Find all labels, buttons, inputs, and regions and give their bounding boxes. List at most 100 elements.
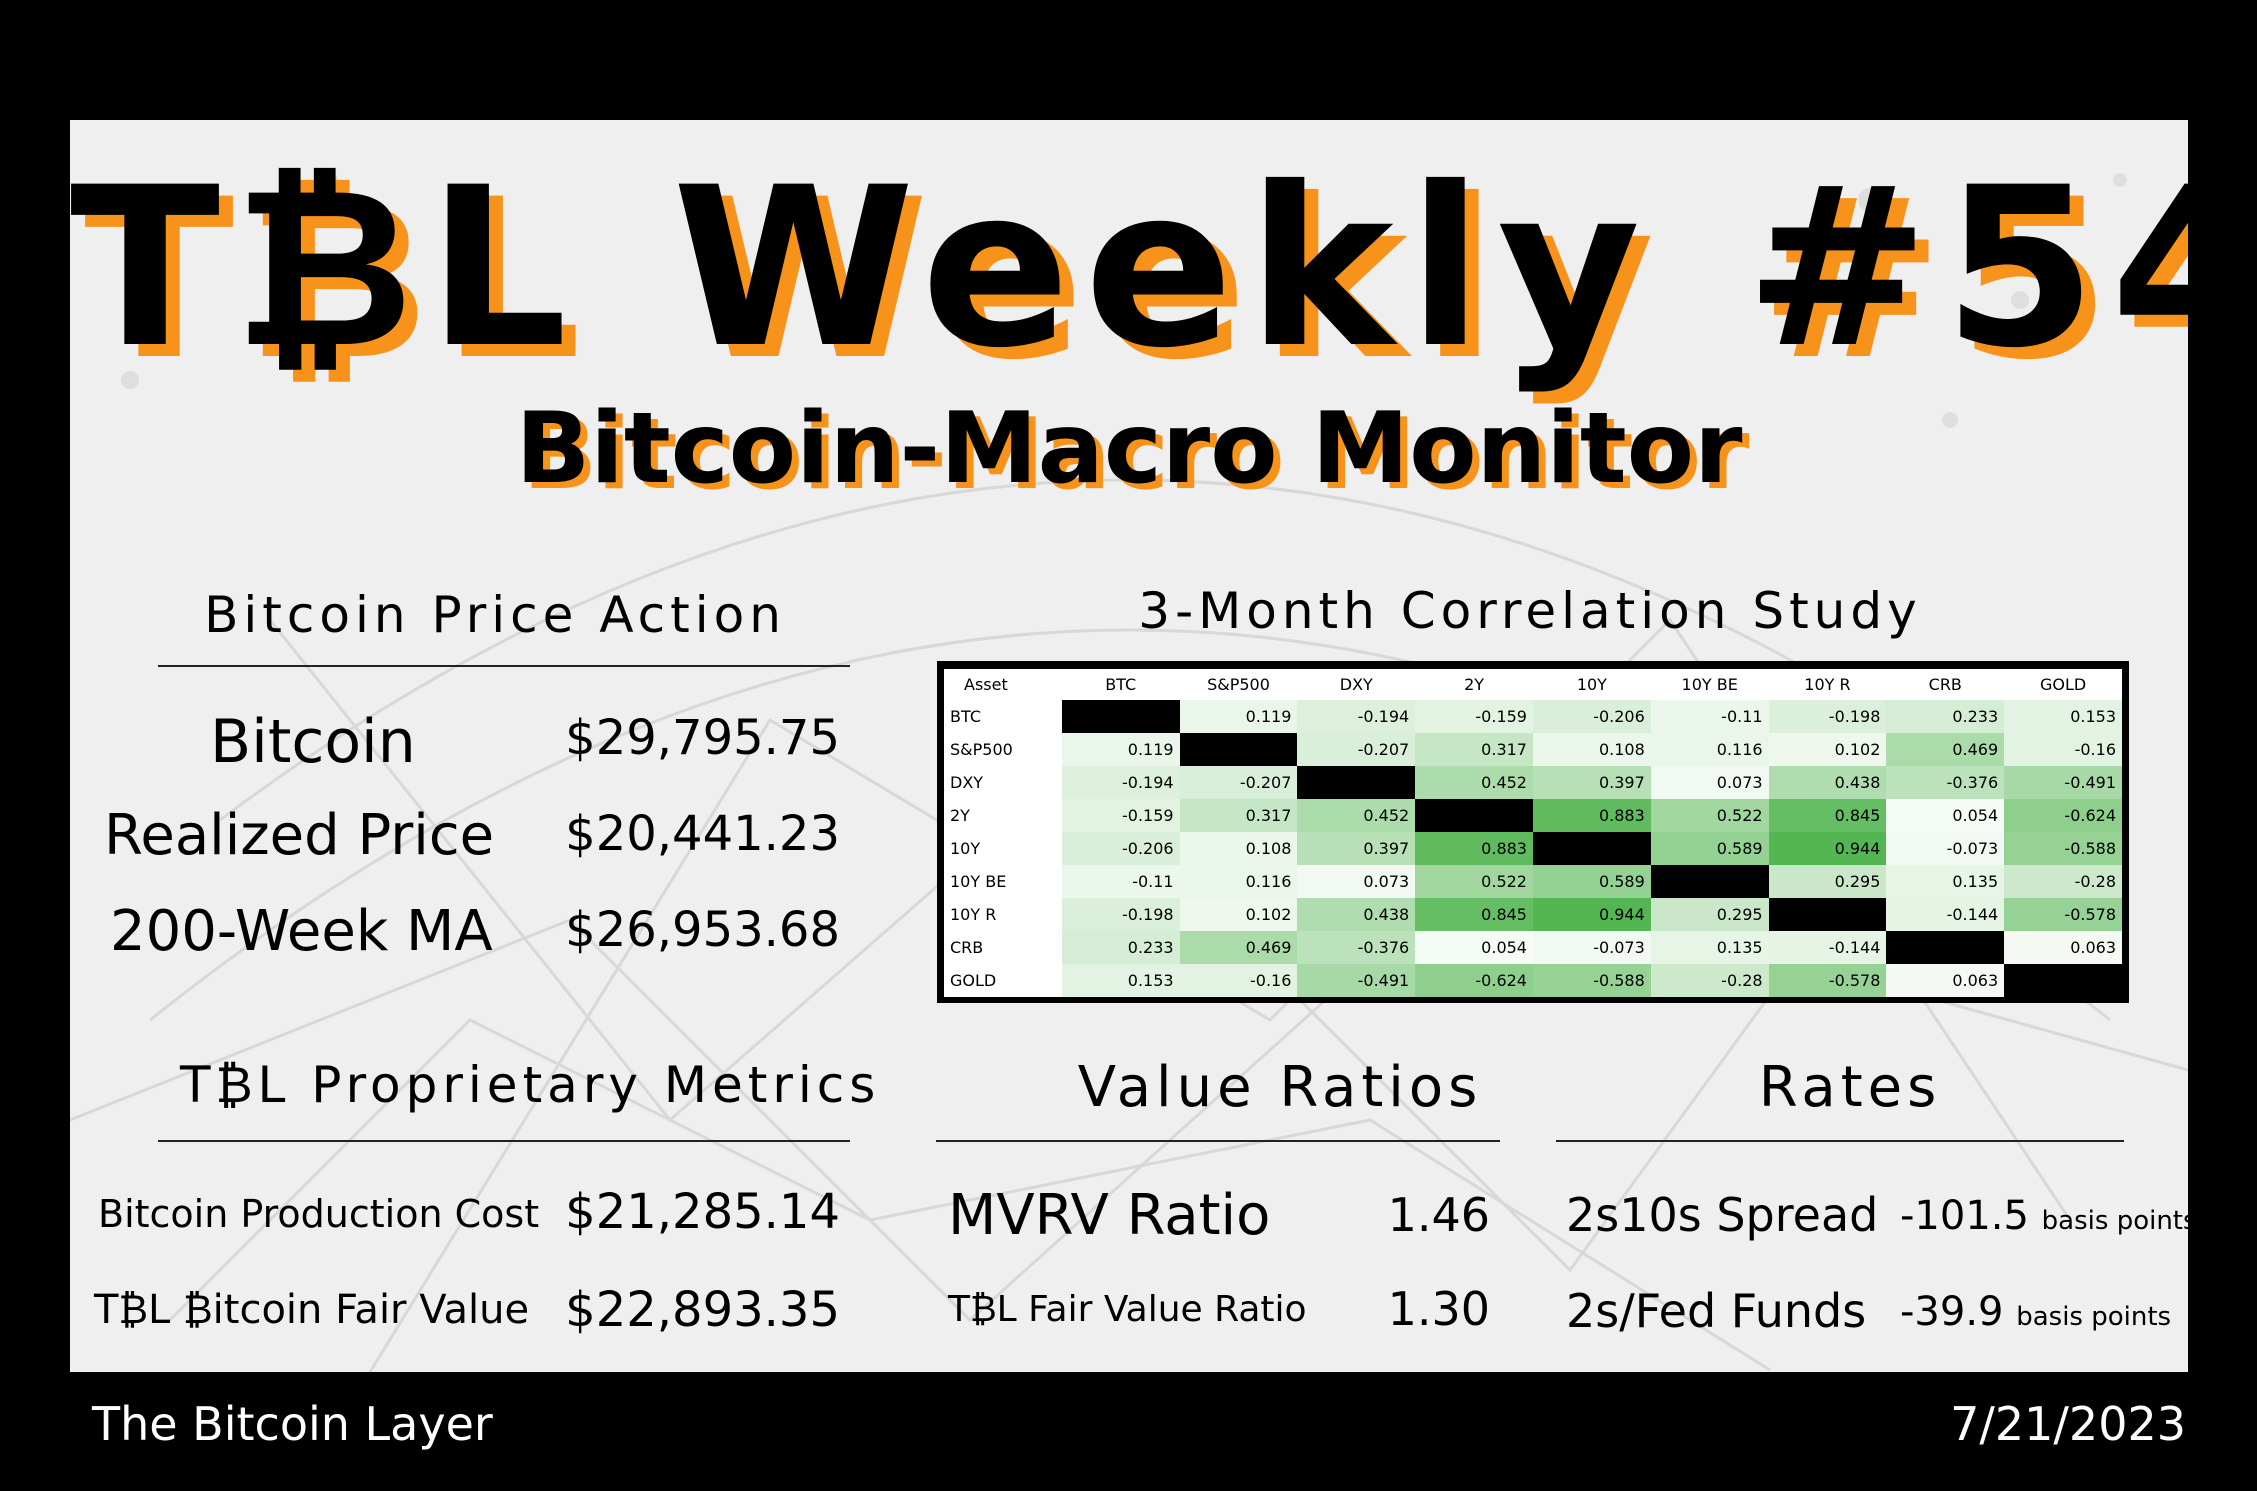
mvrv-label: MVRV Ratio — [948, 1183, 1271, 1248]
fed-funds-label: 2s/Fed Funds — [1566, 1284, 1867, 1338]
footer-brand: The Bitcoin Layer — [92, 1397, 493, 1451]
realized-price-label: Realized Price — [104, 803, 495, 868]
corr-cell: 0.438 — [1297, 898, 1416, 931]
proprietary-heading: T₿L Proprietary Metrics — [180, 1056, 881, 1114]
corr-row: 10Y -0.206 0.108 0.397 0.883 0.589 0.944 -0.073… — [944, 832, 2122, 865]
bitcoin-label: Bitcoin — [210, 707, 416, 777]
corr-cell: 0.119 — [1179, 700, 1298, 733]
corr-cell: 0.054 — [1886, 799, 2005, 832]
corr-header-cell: 10Y — [1532, 669, 1651, 700]
corr-row-label: DXY — [944, 766, 1062, 799]
corr-cell: 0.119 — [1061, 733, 1180, 766]
corr-cell: 0.153 — [1061, 964, 1180, 997]
corr-cell: 0.469 — [1179, 931, 1298, 964]
corr-cell: -0.578 — [1768, 964, 1887, 997]
correlation-table: Asset BTC S&P500 DXY 2Y 10Y 10Y BE 10Y R CRB GOLD… — [944, 669, 2122, 997]
correlation-heading: 3-Month Correlation Study — [1138, 582, 1922, 640]
corr-diagonal-cell — [1532, 832, 1651, 865]
corr-diagonal-cell — [1297, 766, 1416, 799]
corr-cell: -0.11 — [1650, 700, 1769, 733]
corr-cell: -0.491 — [1297, 964, 1416, 997]
corr-cell: 0.063 — [2004, 931, 2122, 964]
value-ratios-heading: Value Ratios — [1077, 1055, 1483, 1120]
divider — [936, 1140, 1500, 1142]
corr-row: DXY -0.194 -0.207 0.452 0.397 0.073 0.438 -0.37… — [944, 766, 2122, 799]
corr-cell: -0.194 — [1297, 700, 1416, 733]
corr-row-label: 10Y BE — [944, 865, 1062, 898]
corr-cell: -0.588 — [1532, 964, 1651, 997]
corr-row: GOLD 0.153 -0.16 -0.491 -0.624 -0.588 -0.28 -0.… — [944, 964, 2122, 997]
corr-cell: 0.135 — [1650, 931, 1769, 964]
corr-cell: 0.295 — [1768, 865, 1887, 898]
rates-heading: Rates — [1758, 1055, 1942, 1120]
corr-cell: 0.944 — [1532, 898, 1651, 931]
corr-row: CRB 0.233 0.469 -0.376 0.054 -0.073 0.135 -0.14… — [944, 931, 2122, 964]
realized-price-value: $20,441.23 — [565, 806, 840, 862]
corr-cell: -0.207 — [1297, 733, 1416, 766]
corr-cell: -0.194 — [1061, 766, 1180, 799]
corr-cell: 0.116 — [1650, 733, 1769, 766]
corr-cell: -0.28 — [2004, 865, 2122, 898]
corr-cell: 0.102 — [1768, 733, 1887, 766]
corr-cell: 0.233 — [1061, 931, 1180, 964]
corr-header-cell: 10Y BE — [1650, 669, 1769, 700]
divider — [158, 1140, 850, 1142]
corr-cell: -0.376 — [1297, 931, 1416, 964]
corr-cell: -0.624 — [1415, 964, 1533, 997]
corr-cell: 0.102 — [1179, 898, 1298, 931]
corr-cell: -0.11 — [1061, 865, 1180, 898]
corr-cell: 0.452 — [1415, 766, 1533, 799]
200-week-ma-value: $26,953.68 — [565, 902, 840, 958]
corr-row-label: 2Y — [944, 799, 1062, 832]
corr-cell: -0.144 — [1886, 898, 2005, 931]
corr-cell: -0.16 — [2004, 733, 2122, 766]
corr-cell: -0.159 — [1415, 700, 1533, 733]
200-week-ma-label: 200-Week MA — [110, 899, 493, 964]
corr-diagonal-cell — [1886, 931, 2005, 964]
corr-header-cell: S&P500 — [1179, 669, 1298, 700]
production-cost-value: $21,285.14 — [565, 1184, 840, 1240]
corr-header-cell: 10Y R — [1768, 669, 1887, 700]
corr-cell: -0.206 — [1061, 832, 1180, 865]
fed-funds-value: -39.9 basis points — [1900, 1289, 2171, 1335]
divider — [158, 665, 850, 667]
divider — [1556, 1140, 2124, 1142]
corr-header-cell: CRB — [1886, 669, 2005, 700]
fair-value-value: $22,893.35 — [565, 1282, 840, 1338]
corr-row-label: 10Y — [944, 832, 1062, 865]
content-panel: T₿L Weekly #54 Bitcoin-Macro Monitor Bit… — [70, 120, 2188, 1372]
corr-cell: -0.376 — [1886, 766, 2005, 799]
fed-funds-number: -39.9 — [1900, 1289, 2004, 1335]
corr-cell: -0.073 — [1532, 931, 1651, 964]
corr-diagonal-cell — [1768, 898, 1887, 931]
corr-cell: 0.438 — [1768, 766, 1887, 799]
corr-row: 2Y -0.159 0.317 0.452 0.883 0.522 0.845 0.054 -0… — [944, 799, 2122, 832]
corr-row: 10Y R -0.198 0.102 0.438 0.845 0.944 0.295 -0.1… — [944, 898, 2122, 931]
corr-row: S&P500 0.119 -0.207 0.317 0.108 0.116 0.102 0.4… — [944, 733, 2122, 766]
corr-cell: 0.845 — [1768, 799, 1887, 832]
2s10s-unit: basis points — [2041, 1206, 2188, 1236]
fair-value-label: T₿L ₿itcoin Fair Value — [94, 1287, 530, 1333]
price-action-heading: Bitcoin Price Action — [204, 586, 786, 644]
corr-cell: 0.073 — [1297, 865, 1416, 898]
2s10s-label: 2s10s Spread — [1566, 1188, 1879, 1242]
corr-cell: 0.116 — [1179, 865, 1298, 898]
corr-row-label: GOLD — [944, 964, 1062, 997]
corr-row-label: BTC — [944, 700, 1062, 733]
corr-header-cell: GOLD — [2004, 669, 2122, 700]
mvrv-value: 1.46 — [1387, 1188, 1490, 1242]
corr-cell: 0.883 — [1532, 799, 1651, 832]
corr-row: BTC 0.119 -0.194 -0.159 -0.206 -0.11 -0.198 0.2… — [944, 700, 2122, 733]
corr-cell: -0.198 — [1061, 898, 1180, 931]
corr-header-cell: BTC — [1061, 669, 1180, 700]
corr-cell: -0.198 — [1768, 700, 1887, 733]
corr-diagonal-cell — [2004, 964, 2122, 997]
fair-value-ratio-value: 1.30 — [1387, 1282, 1490, 1336]
bitcoin-price-value: $29,795.75 — [565, 710, 840, 766]
corr-cell: -0.588 — [2004, 832, 2122, 865]
corr-cell: 0.054 — [1415, 931, 1533, 964]
corr-cell: 0.883 — [1415, 832, 1533, 865]
corr-cell: 0.397 — [1297, 832, 1416, 865]
corr-header-asset: Asset — [944, 669, 1062, 700]
corr-cell: -0.578 — [2004, 898, 2122, 931]
